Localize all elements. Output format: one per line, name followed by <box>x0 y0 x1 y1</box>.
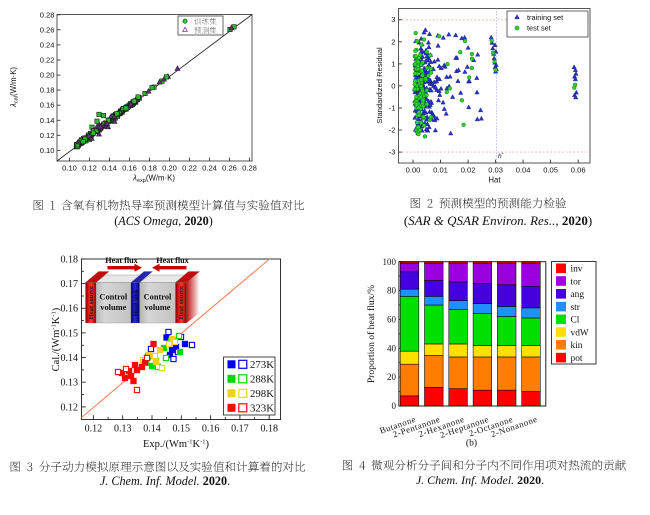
svg-text:vdW: vdW <box>571 328 589 338</box>
svg-text:0.24: 0.24 <box>40 40 55 49</box>
svg-text:323K: 323K <box>250 403 274 415</box>
svg-text:0.10: 0.10 <box>40 146 55 155</box>
svg-text:-3: -3 <box>389 148 396 157</box>
svg-text:Hat: Hat <box>488 176 501 185</box>
svg-text:Heat flux: Heat flux <box>156 256 189 265</box>
svg-text:Heat sink: Heat sink <box>133 289 140 316</box>
svg-text:273K: 273K <box>250 359 274 371</box>
svg-text:kin: kin <box>571 341 583 351</box>
svg-text:0.16: 0.16 <box>40 101 55 110</box>
svg-text:40: 40 <box>387 343 397 353</box>
svg-text:2: 2 <box>391 37 395 46</box>
svg-text:(b): (b) <box>466 438 477 449</box>
svg-text:100: 100 <box>383 257 397 267</box>
svg-text:60: 60 <box>387 315 397 325</box>
svg-text:0.13: 0.13 <box>61 378 79 389</box>
svg-text:0.12: 0.12 <box>61 402 79 413</box>
svg-text:training set: training set <box>527 13 563 22</box>
svg-text:0.18: 0.18 <box>61 254 79 265</box>
svg-text:volume: volume <box>144 303 170 312</box>
svg-text:Heat source: Heat source <box>178 286 185 319</box>
svg-text:Cl: Cl <box>571 316 580 326</box>
svg-text:λcal(W/m·K): λcal(W/m·K) <box>9 67 20 108</box>
svg-text:0.14: 0.14 <box>61 353 79 364</box>
svg-text:0.05: 0.05 <box>543 166 558 175</box>
svg-text:1: 1 <box>391 59 395 68</box>
svg-text:Heat flux: Heat flux <box>105 256 138 265</box>
svg-text:0.12: 0.12 <box>40 131 55 140</box>
svg-text:-1: -1 <box>389 104 396 113</box>
svg-text:test set: test set <box>527 24 551 33</box>
svg-text:Exp./(Wm-1K-1): Exp./(Wm-1K-1) <box>143 439 209 451</box>
svg-text:Control: Control <box>144 293 172 302</box>
svg-text:298K: 298K <box>250 388 274 400</box>
svg-text:0.22: 0.22 <box>40 56 55 65</box>
svg-text:0.14: 0.14 <box>40 116 55 125</box>
svg-text:20: 20 <box>387 372 397 382</box>
svg-text:0.12: 0.12 <box>85 424 103 435</box>
svg-text:Cal./(Wm-1K-1): Cal./(Wm-1K-1) <box>51 307 63 371</box>
svg-text:3: 3 <box>391 15 395 24</box>
svg-text:pot: pot <box>571 354 583 364</box>
svg-text:0.26: 0.26 <box>222 164 237 173</box>
svg-text:288K: 288K <box>250 374 274 386</box>
svg-text:0.24: 0.24 <box>202 164 217 173</box>
svg-text:0: 0 <box>392 401 397 411</box>
svg-text:0.16: 0.16 <box>202 424 220 435</box>
svg-text:volume: volume <box>100 303 126 312</box>
svg-text:0.28: 0.28 <box>242 164 257 173</box>
svg-text:0.02: 0.02 <box>461 166 476 175</box>
svg-text:Standardized Residual: Standardized Residual <box>375 47 384 124</box>
svg-text:2-Nonanone: 2-Nonanone <box>490 414 539 439</box>
svg-text:0.22: 0.22 <box>182 164 197 173</box>
svg-text:0.18: 0.18 <box>142 164 157 173</box>
svg-text:Control: Control <box>99 293 127 302</box>
svg-text:0.03: 0.03 <box>488 166 503 175</box>
svg-text:inv: inv <box>571 265 583 275</box>
svg-text:0.14: 0.14 <box>143 424 161 435</box>
svg-text:0.14: 0.14 <box>102 164 117 173</box>
svg-text:tor: tor <box>571 277 582 287</box>
svg-text:ang: ang <box>571 290 585 300</box>
svg-text:Heat source: Heat source <box>88 286 95 319</box>
svg-text:0.17: 0.17 <box>61 279 79 290</box>
svg-text:(SAR & QSAR Environ. Res.., 20: (SAR & QSAR Environ. Res.., 2020) <box>404 213 592 228</box>
svg-text:J. Chem. Inf. Model. 2020.: J. Chem. Inf. Model. 2020. <box>100 474 230 488</box>
svg-text:0.01: 0.01 <box>433 166 448 175</box>
svg-text:h*: h* <box>498 152 504 161</box>
svg-text:0.18: 0.18 <box>40 86 55 95</box>
svg-text:0.16: 0.16 <box>122 164 137 173</box>
svg-text:J. Chem. Inf. Model. 2020.: J. Chem. Inf. Model. 2020. <box>416 473 544 487</box>
svg-text:0.15: 0.15 <box>61 328 79 339</box>
svg-text:0.28: 0.28 <box>40 10 55 19</box>
svg-text:0.16: 0.16 <box>61 304 79 315</box>
svg-text:80: 80 <box>387 286 397 296</box>
svg-text:0.00: 0.00 <box>406 166 421 175</box>
svg-text:0.20: 0.20 <box>162 164 177 173</box>
svg-text:0.17: 0.17 <box>231 424 249 435</box>
svg-text:0.18: 0.18 <box>260 424 278 435</box>
svg-text:-2: -2 <box>389 126 396 135</box>
svg-text:0.04: 0.04 <box>516 166 531 175</box>
svg-text:(ACS Omega, 2020): (ACS Omega, 2020) <box>114 214 213 228</box>
svg-text:str: str <box>571 303 581 313</box>
svg-text:Proportion of heat flux/%: Proportion of heat flux/% <box>366 285 377 383</box>
svg-text:0.15: 0.15 <box>173 424 191 435</box>
svg-text:0.20: 0.20 <box>40 71 55 80</box>
svg-text:0.13: 0.13 <box>114 424 132 435</box>
svg-text:λexp(W/m·K): λexp(W/m·K) <box>132 174 175 185</box>
svg-text:0.26: 0.26 <box>40 25 55 34</box>
svg-text:0.10: 0.10 <box>62 164 77 173</box>
svg-text:0: 0 <box>391 81 395 90</box>
svg-text:0.06: 0.06 <box>571 166 586 175</box>
svg-text:0.12: 0.12 <box>82 164 97 173</box>
